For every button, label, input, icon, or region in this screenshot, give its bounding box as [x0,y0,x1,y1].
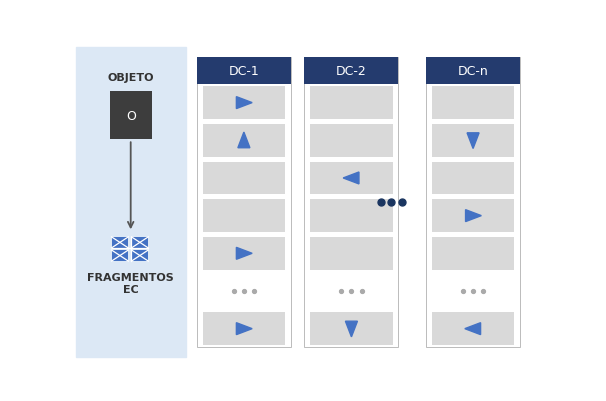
Bar [304,57,398,85]
Bar [202,125,285,157]
Text: DC-2: DC-2 [336,65,367,77]
Bar [76,48,186,357]
Polygon shape [236,323,252,335]
Bar [310,312,393,345]
Bar [310,237,393,270]
Bar [110,92,152,140]
Bar [132,237,148,248]
Text: DC-n: DC-n [458,65,488,77]
Polygon shape [238,133,250,148]
Bar [310,87,393,119]
Bar [426,57,520,348]
Polygon shape [467,134,479,149]
Bar [202,237,285,270]
Polygon shape [236,97,252,109]
Bar [202,162,285,195]
Bar [426,57,520,85]
Bar [197,57,291,85]
Bar [431,312,514,345]
Text: O: O [126,109,136,123]
Bar [197,57,291,348]
Bar [112,237,128,248]
Bar [202,87,285,119]
Bar [431,237,514,270]
Text: FRAGMENTOS
EC: FRAGMENTOS EC [87,273,174,294]
Polygon shape [345,321,358,337]
Polygon shape [465,210,481,222]
Text: DC-1: DC-1 [228,65,259,77]
Bar [310,162,393,195]
Polygon shape [465,323,481,335]
Bar [310,200,393,233]
Bar [304,57,398,348]
Polygon shape [343,172,359,184]
Bar [202,312,285,345]
Text: OBJETO: OBJETO [107,73,154,83]
Bar [431,125,514,157]
Bar [310,125,393,157]
Bar [112,250,128,261]
Bar [431,162,514,195]
Bar [431,87,514,119]
Bar [202,200,285,233]
Polygon shape [236,248,252,259]
Bar [132,250,148,261]
Bar [431,200,514,233]
